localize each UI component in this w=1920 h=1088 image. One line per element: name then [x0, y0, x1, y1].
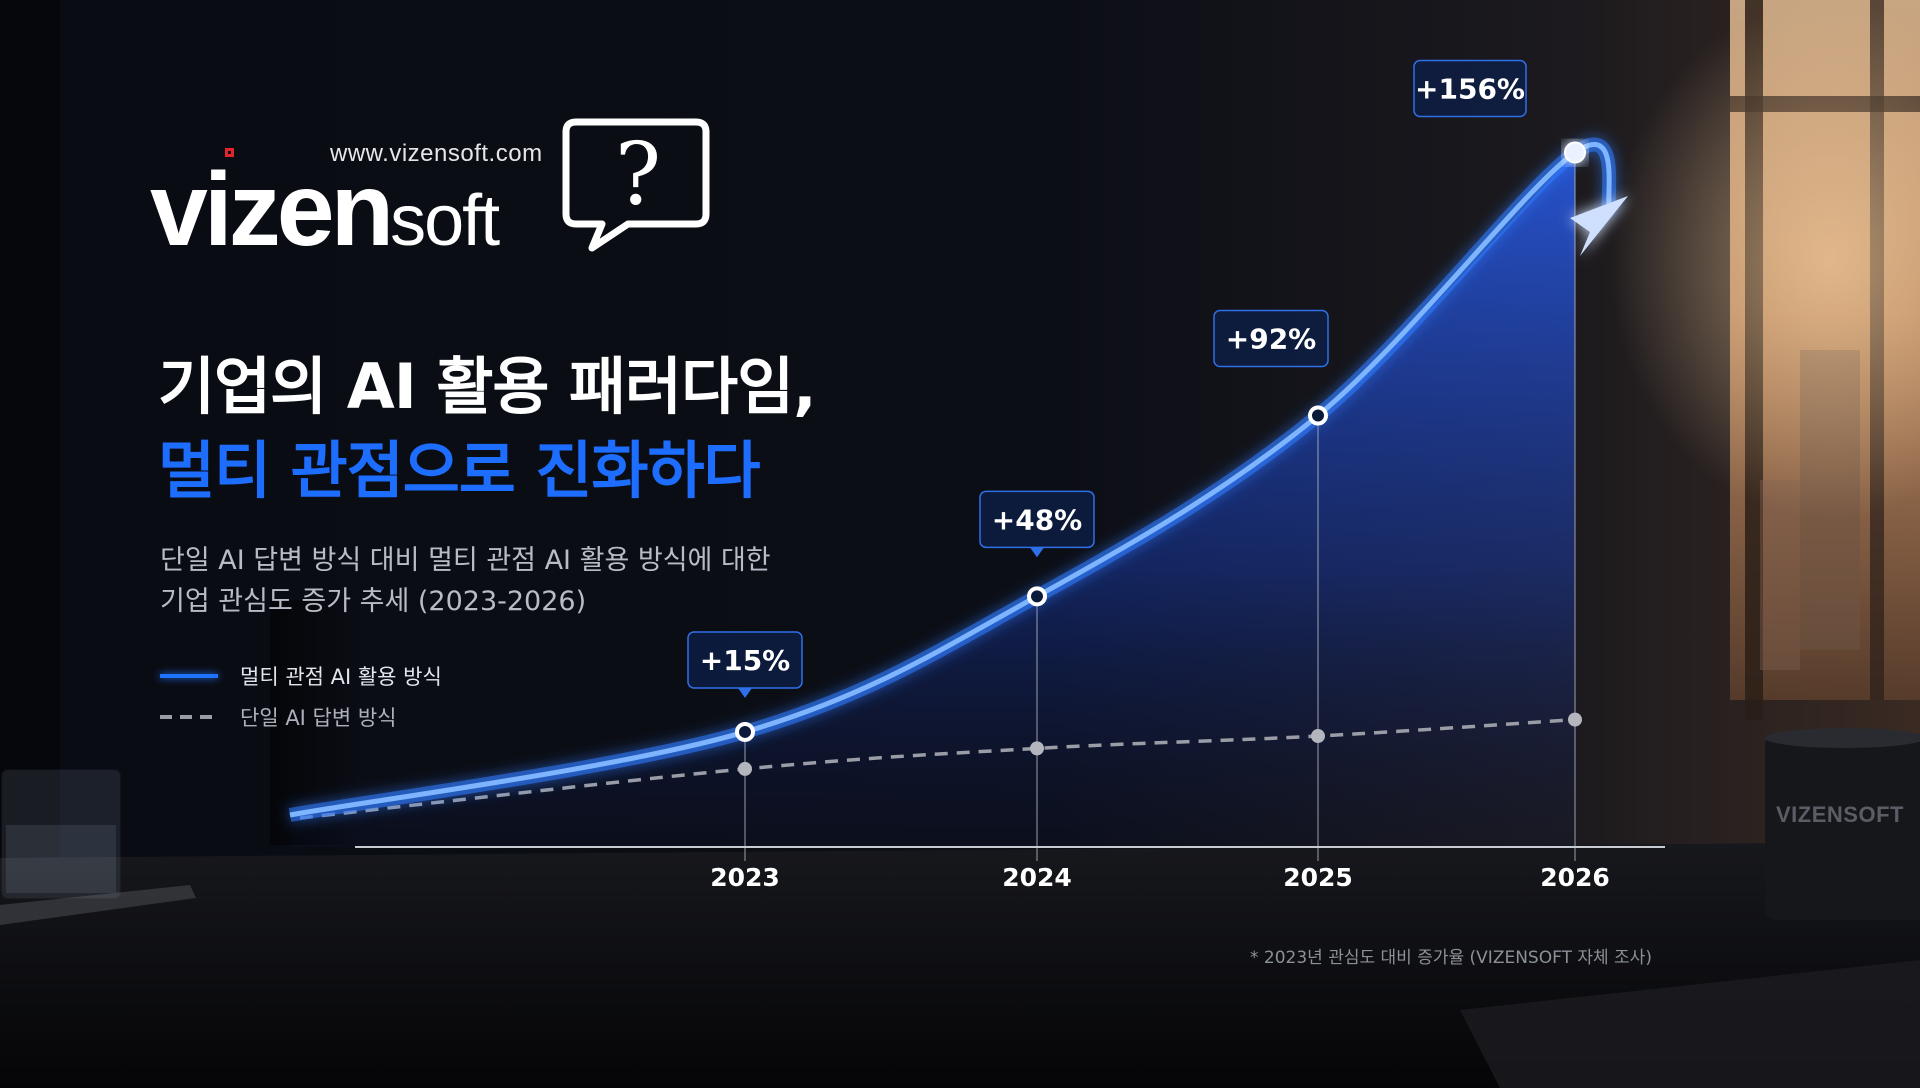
- point-multi-2025: [1308, 405, 1328, 426]
- series-line-multi: [289, 142, 1613, 818]
- chart-subtitle: 단일 AI 답변 방식 대비 멀티 관점 AI 활용 방식에 대한 기업 관심도…: [160, 540, 771, 622]
- point-multi-2026: [1564, 141, 1586, 164]
- brand-url: www.vizensoft.com: [330, 140, 543, 167]
- legend-item-single: 단일 AI 답변 방식: [160, 696, 442, 737]
- x-tick-2024: 2024: [1002, 863, 1072, 892]
- brand-wordmark: vizensoft: [150, 158, 500, 262]
- x-tick-2025: 2025: [1283, 863, 1353, 892]
- legend-label-single: 단일 AI 답변 방식: [240, 705, 397, 730]
- value-label-text-2026: +156%: [1415, 73, 1525, 106]
- coffee-mug: [1765, 728, 1920, 920]
- subtitle-line-2: 기업 관심도 증가 추세 (2023-2026): [160, 586, 587, 617]
- legend-swatch-solid: [160, 673, 218, 678]
- heading-line-1: 기업의 AI 활용 패러다임,: [158, 350, 817, 423]
- value-label-text-2024: +48%: [992, 503, 1082, 536]
- question-bubble-icon: ?: [562, 118, 710, 252]
- legend-swatch-dashed: [160, 714, 218, 719]
- heading-line-2: 멀티 관점으로 진화하다: [158, 434, 761, 507]
- point-multi-2024: [1027, 586, 1047, 607]
- mug-brand-label: VIZENSOFT: [1776, 802, 1904, 827]
- water-glass: [0, 769, 196, 925]
- chart-legend: 멀티 관점 AI 활용 방식 단일 AI 답변 방식: [160, 655, 442, 737]
- line-chart: +15% +48% +92% +156% 2023 2024 2025 2026: [270, 59, 1665, 892]
- bubble-question-glyph: ?: [615, 125, 661, 225]
- series-line-single: [299, 717, 1576, 820]
- x-guide-lines: [744, 152, 1576, 861]
- point-single-2023: [738, 761, 752, 776]
- trend-arrow-head: [1570, 196, 1628, 256]
- value-label-2023: +15%: [687, 631, 803, 698]
- point-single-2026: [1568, 712, 1582, 727]
- brand-logo: www.vizensoft.com vizensoft ?: [150, 118, 710, 262]
- value-label-2026: +156%: [1413, 59, 1527, 118]
- wordmark-bold: vizen: [150, 152, 394, 268]
- legend-item-multi: 멀티 관점 AI 활용 방식: [160, 655, 442, 696]
- logo-red-square-icon: [225, 148, 234, 157]
- subtitle-line-1: 단일 AI 답변 방식 대비 멀티 관점 AI 활용 방식에 대한: [160, 545, 771, 576]
- page-heading: 기업의 AI 활용 패러다임, 멀티 관점으로 진화하다: [158, 345, 817, 513]
- value-label-2025: +92%: [1213, 309, 1329, 368]
- trend-arrow-icon: [1570, 196, 1628, 256]
- legend-label-multi: 멀티 관점 AI 활용 방식: [240, 664, 442, 689]
- x-tick-2023: 2023: [710, 863, 780, 892]
- wordmark-light: soft: [390, 181, 500, 261]
- point-single-2025: [1311, 729, 1325, 744]
- window-light: [1610, 0, 1920, 720]
- desk: [0, 842, 1920, 1088]
- x-tick-2026: 2026: [1540, 863, 1610, 892]
- value-label-2024: +48%: [979, 490, 1095, 558]
- footnote: * 2023년 관심도 대비 증가율 (VIZENSOFT 자체 조사): [1250, 948, 1652, 968]
- multi-series-area: [290, 152, 1575, 848]
- value-label-text-2023: +15%: [700, 644, 790, 677]
- point-single-2024: [1030, 741, 1044, 756]
- point-multi-2023: [735, 721, 755, 742]
- value-label-text-2025: +92%: [1226, 323, 1316, 356]
